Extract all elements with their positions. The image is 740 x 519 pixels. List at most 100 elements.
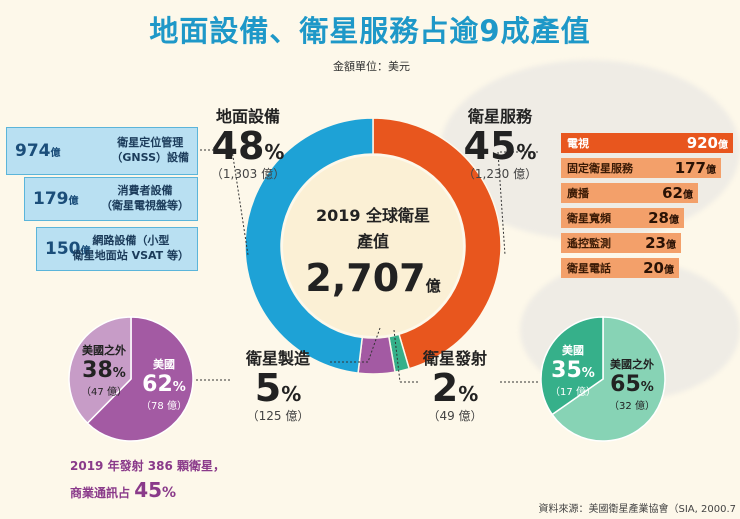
manu-us-pct: 62	[142, 372, 173, 397]
pct-sign: %	[112, 366, 126, 381]
leader-services	[497, 151, 506, 256]
services-bar-label: 遙控監測	[567, 237, 611, 250]
launch-pie	[540, 316, 666, 442]
services-bar-label: 衛星電話	[567, 262, 611, 275]
services-bar-unit: 億	[718, 140, 728, 151]
ground-item-amount: 179	[33, 189, 69, 209]
manu-other-label: 美國之外 38% （47 億）	[76, 342, 132, 398]
ground-item-label: 衛星定位管理	[117, 136, 184, 150]
segment-services: 衛星服務 45% （1,230 億）	[440, 103, 560, 182]
pct-sign: %	[172, 380, 186, 395]
donut-center: 2019 全球衛星 產值 2,707億	[303, 202, 443, 300]
ground-item-consumer: 179億 消費者設備 （衛星電視盤等）	[24, 177, 198, 221]
segment-launch-amount: （49 億）	[427, 409, 483, 423]
services-bar-amount: 20億	[643, 259, 674, 277]
launch-other-amount: （32 億）	[609, 401, 655, 412]
services-bar-unit: 億	[669, 215, 679, 226]
launch-note-line1: 2019 年發射 386 顆衛星，	[70, 459, 225, 473]
services-bar-unit: 億	[666, 240, 676, 251]
ground-item-amount: 150	[45, 239, 81, 259]
ground-item-unit: 億	[68, 196, 79, 207]
segment-manufacturing-pct: 5	[254, 366, 282, 410]
manu-other-amount: （47 億）	[81, 387, 127, 398]
services-bar: 廣播 62億	[561, 183, 698, 203]
services-bar-unit: 億	[683, 190, 693, 201]
segment-ground-label: 地面設備	[215, 107, 280, 126]
ground-item-label: 網路設備（小型	[92, 234, 170, 248]
segment-manufacturing-amount: （125 億）	[246, 409, 310, 423]
services-bar: 衛星電話 20億	[561, 258, 679, 278]
ground-item-network: 150億 網路設備（小型 衛星地面站 VSAT 等）	[36, 227, 198, 271]
center-total-unit: 億	[425, 277, 441, 295]
launch-us-pct: 35	[551, 358, 582, 383]
pct-sign: %	[581, 366, 595, 381]
services-bar-amount: 920億	[686, 134, 728, 152]
launch-note-pct: 45	[134, 478, 163, 502]
ground-item-unit: 億	[50, 148, 61, 159]
source-note: 資料來源：美國衛星產業協會（SIA, 2000.7	[538, 504, 737, 515]
services-bar-unit: 億	[706, 165, 716, 176]
launch-note-pct-sign: %	[162, 485, 177, 501]
segment-manufacturing: 衛星製造 5% （125 億）	[228, 345, 328, 424]
ground-item-label: （衛星電視盤等）	[101, 199, 189, 212]
slice-ground	[244, 117, 374, 374]
ground-item-label: （GNSS）設備	[111, 151, 189, 164]
services-bar-amount: 23億	[645, 234, 676, 252]
manu-other-name: 美國之外	[82, 344, 126, 357]
launch-us-amount: （17 億）	[550, 387, 596, 398]
pct-sign: %	[640, 380, 654, 395]
services-bar: 電視 920億	[561, 133, 733, 153]
services-bar-label: 衛星寬頻	[567, 212, 611, 225]
services-bar-amount: 177億	[674, 159, 716, 177]
slice-services	[372, 117, 502, 370]
services-bar-label: 固定衛星服務	[567, 162, 633, 175]
leader-ground	[231, 149, 249, 256]
segment-manufacturing-label: 衛星製造	[245, 349, 310, 368]
center-line1: 2019 全球衛星	[315, 206, 431, 225]
launch-us-label: 美國 35% （17 億）	[548, 342, 598, 398]
slice-manufacturing	[357, 335, 396, 375]
segment-launch-pct: 2	[431, 366, 459, 410]
pct-sign: %	[458, 382, 479, 406]
unit-note: 金額單位：美元	[333, 60, 410, 73]
ground-item-amount: 974	[15, 141, 51, 161]
manu-other-pct: 38	[82, 358, 113, 383]
donut-hole	[283, 156, 463, 336]
slice-launch-us	[540, 316, 604, 416]
services-bar: 遙控監測 23億	[561, 233, 681, 253]
launch-other-name: 美國之外	[610, 358, 654, 371]
segment-launch-label: 衛星發射	[422, 349, 487, 368]
segment-launch: 衛星發射 2% （49 億）	[405, 345, 505, 424]
slice-manu-other	[68, 316, 132, 425]
services-bar-amount: 62億	[662, 184, 693, 202]
segment-services-label: 衛星服務	[467, 107, 532, 126]
pct-sign: %	[264, 140, 285, 164]
services-bar-label: 廣播	[567, 187, 589, 200]
services-bar: 衛星寬頻 28億	[561, 208, 684, 228]
manufacturing-pie	[68, 316, 194, 442]
pct-sign: %	[516, 140, 537, 164]
chart-title: 地面設備、衛星服務占逾9成產值	[149, 14, 591, 48]
leader-launch	[393, 329, 401, 383]
launch-note: 2019 年發射 386 顆衛星， 商業通訊占 45%	[70, 457, 225, 505]
ground-item-unit: 億	[80, 246, 91, 257]
launch-note-line2: 商業通訊占	[70, 486, 131, 500]
manu-us-label: 美國 62% （78 億）	[136, 356, 192, 412]
segment-ground-pct: 48	[211, 124, 265, 168]
segment-services-pct: 45	[463, 124, 517, 168]
slice-manu-us	[86, 316, 194, 442]
center-total: 2,707	[305, 256, 426, 300]
slice-launch-other	[551, 316, 666, 442]
segment-ground: 地面設備 48% （1,303 億）	[188, 103, 308, 182]
pct-sign: %	[281, 382, 302, 406]
launch-us-name: 美國	[562, 344, 584, 357]
launch-other-pct: 65	[610, 372, 641, 397]
services-bar-unit: 億	[664, 265, 674, 276]
services-bar-amount: 28億	[648, 209, 679, 227]
ground-item-gnss: 974億 衛星定位管理 （GNSS）設備	[6, 127, 198, 175]
center-line2: 產值	[356, 232, 389, 251]
segment-services-amount: （1,230 億）	[462, 167, 538, 181]
services-bar-label: 電視	[567, 137, 589, 150]
launch-other-label: 美國之外 65% （32 億）	[602, 356, 662, 412]
